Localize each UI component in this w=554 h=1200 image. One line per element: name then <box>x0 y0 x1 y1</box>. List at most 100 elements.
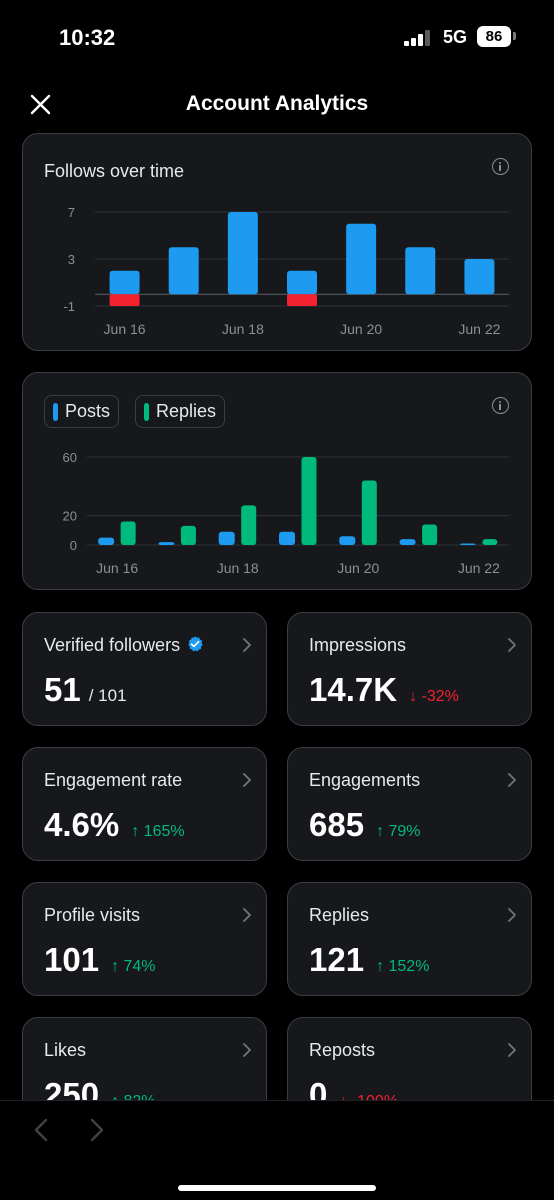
stat-value-row: 101 ↑ 74% <box>44 941 156 979</box>
chevron-left-icon <box>34 1118 48 1142</box>
stat-value: 0 <box>309 1076 328 1100</box>
stat-title: Likes <box>44 1040 86 1061</box>
stat-title: Reposts <box>309 1040 375 1061</box>
y-tick-label: 3 <box>68 252 75 267</box>
chevron-right-icon <box>508 908 516 922</box>
posts-bar[interactable] <box>158 542 175 545</box>
legend-posts[interactable]: Posts <box>44 395 120 428</box>
close-button[interactable] <box>26 90 56 120</box>
follows-gain-bar[interactable] <box>464 259 495 295</box>
replies-bar[interactable] <box>180 525 196 545</box>
battery-icon: 86 <box>477 26 511 47</box>
forward-button[interactable] <box>86 1117 108 1143</box>
x-tick-label: Jun 22 <box>458 321 500 337</box>
posts-bar[interactable] <box>399 539 416 545</box>
impressions-card[interactable]: Impressions 14.7K ↓ -32% <box>287 612 532 726</box>
replies-bar[interactable] <box>120 521 136 545</box>
posts-bar[interactable] <box>98 537 115 545</box>
y-tick-label: -1 <box>63 299 75 314</box>
follows-gain-bar[interactable] <box>168 247 199 295</box>
follows-loss-bar[interactable] <box>109 294 140 306</box>
info-icon[interactable] <box>492 397 509 414</box>
legend-replies[interactable]: Replies <box>135 395 226 428</box>
x-tick-label: Jun 16 <box>104 321 146 337</box>
legend-posts-label: Posts <box>65 401 111 421</box>
follows-gain-bar[interactable] <box>109 270 140 295</box>
follows-gain-bar[interactable] <box>227 212 258 295</box>
x-tick-label: Jun 16 <box>96 560 138 576</box>
y-tick-label: 0 <box>70 538 77 553</box>
replies-card[interactable]: Replies 121 ↑ 152% <box>287 882 532 996</box>
stat-title-label: Engagement rate <box>44 770 183 790</box>
verified-followers-card[interactable]: Verified followers 51 / 101 <box>22 612 267 726</box>
stat-value: 250 <box>44 1076 100 1100</box>
follows-gain-bar[interactable] <box>287 270 317 295</box>
stat-title: Profile visits <box>44 905 140 926</box>
profile-visits-card[interactable]: Profile visits 101 ↑ 74% <box>22 882 267 996</box>
engagements-card[interactable]: Engagements 685 ↑ 79% <box>287 747 532 861</box>
follows-chart-card: Follows over time 7 3 -1 Jun 16 Jun 18 Jun 20… <box>22 133 532 351</box>
y-tick-label: 7 <box>68 205 75 220</box>
stat-title: Engagements <box>309 770 420 791</box>
chevron-right-icon <box>90 1118 104 1142</box>
chevron-right-icon <box>508 638 516 652</box>
posts-bar[interactable] <box>218 531 235 545</box>
follows-loss-bar[interactable] <box>287 294 317 306</box>
stat-title-label: Profile visits <box>44 905 141 925</box>
bottom-toolbar <box>0 1100 554 1200</box>
stat-title-label: Replies <box>309 905 370 925</box>
posts-replies-chart-card: Posts Replies 60 20 0 Jun 16 Jun 18 Jun 20 Jun… <box>22 372 532 590</box>
engagement-rate-card[interactable]: Engagement rate 4.6% ↑ 165% <box>22 747 267 861</box>
stat-value: 685 <box>309 806 365 843</box>
top-header: Account Analytics <box>0 76 554 132</box>
likes-card[interactable]: Likes 250 ↑ 82% <box>22 1017 267 1100</box>
x-tick-label: Jun 20 <box>340 321 382 337</box>
follows-gain-bar[interactable] <box>405 247 436 295</box>
replies-bar[interactable] <box>482 539 498 545</box>
network-label: 5G <box>443 27 468 47</box>
replies-bar[interactable] <box>361 480 377 545</box>
stat-title-label: Verified followers <box>44 635 181 655</box>
reposts-card[interactable]: Reposts 0 ↓ -100% <box>287 1017 532 1100</box>
posts-bar[interactable] <box>459 543 476 545</box>
stat-value: 101 <box>44 941 100 978</box>
follows-chart-title: Follows over time <box>44 161 185 181</box>
replies-bar[interactable] <box>422 524 438 545</box>
chevron-right-icon <box>508 773 516 787</box>
chevron-right-icon <box>243 1043 251 1057</box>
stat-change: ↑ 74% <box>111 958 156 975</box>
stat-title-label: Likes <box>44 1040 87 1060</box>
info-icon[interactable] <box>492 158 509 175</box>
replies-bar[interactable] <box>241 505 257 545</box>
verified-badge-icon <box>188 636 203 652</box>
chevron-right-icon <box>243 773 251 787</box>
back-button[interactable] <box>30 1117 52 1143</box>
battery-nub <box>513 32 516 40</box>
stat-change: ↑ 165% <box>131 823 185 840</box>
status-time: 10:32 <box>59 25 116 50</box>
stat-change: ↓ -100% <box>339 1093 398 1100</box>
stat-title-label: Impressions <box>309 635 407 655</box>
x-tick-label: Jun 18 <box>217 560 259 576</box>
home-indicator <box>178 1185 376 1191</box>
chevron-right-icon <box>508 1043 516 1057</box>
posts-replies-chart: 60 20 0 Jun 16 Jun 18 Jun 20 Jun 22 <box>63 450 509 576</box>
analytics-scroll-area[interactable]: Follows over time 7 3 -1 Jun 16 Jun 18 Jun 20… <box>0 132 554 1100</box>
follows-gain-bar[interactable] <box>346 223 377 295</box>
stat-change: ↑ 82% <box>111 1093 155 1100</box>
stat-value-row: 250 ↑ 82% <box>44 1076 156 1100</box>
stat-value: 4.6% <box>44 806 120 843</box>
x-tick-label: Jun 22 <box>458 560 500 576</box>
stat-title-label: Reposts <box>309 1040 376 1060</box>
stat-change: ↑ 79% <box>376 823 421 840</box>
x-tick-label: Jun 18 <box>222 321 264 337</box>
stat-title: Impressions <box>309 635 406 656</box>
posts-bar[interactable] <box>279 531 295 545</box>
y-tick-label: 60 <box>63 450 77 465</box>
legend-replies-label: Replies <box>156 401 217 421</box>
stat-value-row: 0 ↓ -100% <box>309 1076 398 1100</box>
signal-icon <box>404 30 436 46</box>
posts-bar[interactable] <box>339 536 356 545</box>
replies-bar[interactable] <box>301 457 317 545</box>
posts-swatch <box>53 402 58 421</box>
